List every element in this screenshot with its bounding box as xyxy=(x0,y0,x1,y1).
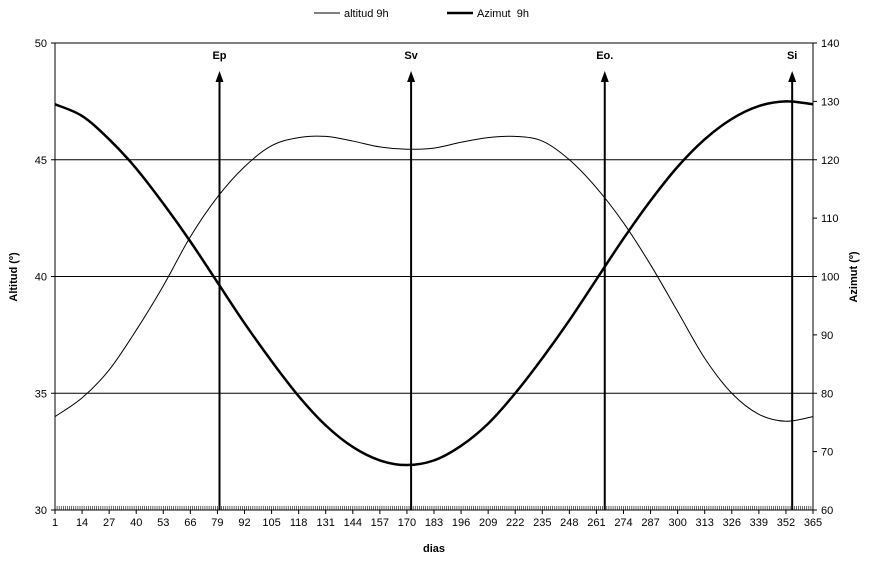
legend-label-altitud: altitud 9h xyxy=(344,8,389,20)
marker-label: Ep xyxy=(212,50,226,62)
right-tick-label: 130 xyxy=(821,96,839,108)
marker-label: Si xyxy=(787,50,797,62)
marker-arrowhead xyxy=(600,71,609,82)
legend: altitud 9h Azimut 9h xyxy=(314,8,529,20)
x-tick-label: 326 xyxy=(723,517,741,529)
x-tick-label: 287 xyxy=(641,517,659,529)
x-tick-label: 209 xyxy=(479,517,497,529)
left-tick-label: 35 xyxy=(35,388,47,400)
x-tick-label: 1 xyxy=(52,517,58,529)
right-tick-label: 120 xyxy=(821,155,839,167)
x-tick-label: 365 xyxy=(804,517,822,529)
x-tick-label: 79 xyxy=(211,517,223,529)
x-tick-label: 27 xyxy=(103,517,115,529)
x-tick-label: 66 xyxy=(184,517,196,529)
right-tick-label: 80 xyxy=(821,388,833,400)
x-tick-label: 222 xyxy=(506,517,524,529)
x-tick-label: 170 xyxy=(398,517,416,529)
x-tick-label: 274 xyxy=(614,517,632,529)
x-tick-label: 144 xyxy=(344,517,362,529)
x-tick-label: 300 xyxy=(668,517,686,529)
right-tick-label: 140 xyxy=(821,38,839,50)
x-tick-label: 14 xyxy=(76,517,88,529)
x-tick-label: 313 xyxy=(696,517,714,529)
x-tick-label: 235 xyxy=(533,517,551,529)
x-tick-label: 248 xyxy=(560,517,578,529)
marker-arrowhead xyxy=(215,71,224,82)
right-tick-label: 100 xyxy=(821,272,839,284)
left-tick-label: 30 xyxy=(35,505,47,517)
markers-layer: Ep Sv Eo. Si xyxy=(212,50,797,510)
left-axis-title: Altitud (º) xyxy=(8,252,20,302)
right-axis-title: Azimut (º) xyxy=(848,251,860,302)
x-tick-label: 183 xyxy=(425,517,443,529)
marker-arrowhead xyxy=(788,71,797,82)
right-tick-label: 70 xyxy=(821,447,833,459)
x-tick-label: 261 xyxy=(587,517,605,529)
x-tick-label: 92 xyxy=(238,517,250,529)
x-axis-title: dias xyxy=(423,543,445,555)
x-tick-label: 339 xyxy=(750,517,768,529)
series-line-altitud xyxy=(54,135,814,422)
x-tick-label: 157 xyxy=(371,517,389,529)
marker-arrowhead xyxy=(407,71,416,82)
x-tick-label: 105 xyxy=(262,517,280,529)
right-tick-label: 90 xyxy=(821,330,833,342)
x-tick-label: 40 xyxy=(130,517,142,529)
x-tick-label: 118 xyxy=(290,517,308,529)
left-axis: 30 35 40 45 50 xyxy=(35,38,56,517)
series-layer xyxy=(54,100,814,467)
right-tick-label: 60 xyxy=(821,505,833,517)
x-day-ticks xyxy=(54,506,814,510)
marker-label: Sv xyxy=(404,50,418,62)
marker-label: Eo. xyxy=(596,50,613,62)
x-tick-label: 131 xyxy=(317,517,335,529)
left-tick-label: 50 xyxy=(35,38,47,50)
x-tick-label: 53 xyxy=(157,517,169,529)
x-tick-label: 196 xyxy=(452,517,470,529)
right-tick-label: 110 xyxy=(821,213,839,225)
series-line-azimut xyxy=(54,100,814,467)
left-tick-label: 40 xyxy=(35,272,47,284)
x-axis: 1 14 27 40 53 66 79 92 105 118 131 144 157 170 183 196 2… xyxy=(52,506,822,529)
x-tick-label: 352 xyxy=(777,517,795,529)
left-tick-label: 45 xyxy=(35,155,47,167)
legend-label-azimut: Azimut 9h xyxy=(477,8,529,20)
right-axis: 60 70 80 90 100 110 120 130 140 xyxy=(812,38,839,517)
